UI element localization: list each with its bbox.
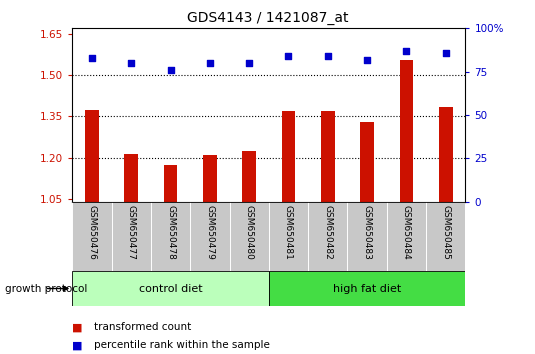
Text: transformed count: transformed count	[94, 322, 191, 332]
Bar	[400, 60, 414, 202]
Text: control diet: control diet	[139, 284, 202, 293]
Text: GSM650485: GSM650485	[441, 205, 450, 260]
Text: GSM650484: GSM650484	[402, 205, 411, 260]
Text: ■: ■	[72, 322, 83, 332]
Bar	[72, 271, 269, 306]
Point	[284, 53, 293, 59]
Text: GSM650476: GSM650476	[87, 205, 96, 260]
Bar	[439, 107, 453, 202]
Point	[88, 55, 96, 61]
Text: GSM650478: GSM650478	[166, 205, 175, 260]
Bar	[242, 151, 256, 202]
Text: percentile rank within the sample: percentile rank within the sample	[94, 340, 270, 350]
Text: GSM650479: GSM650479	[205, 205, 215, 260]
Bar	[360, 122, 374, 202]
Bar	[203, 155, 217, 202]
Point	[166, 67, 175, 73]
Text: GSM650477: GSM650477	[127, 205, 136, 260]
Point	[441, 50, 450, 56]
Point	[127, 60, 135, 66]
Text: GSM650482: GSM650482	[323, 205, 332, 260]
Text: GDS4143 / 1421087_at: GDS4143 / 1421087_at	[187, 11, 348, 25]
Bar	[321, 111, 335, 202]
Text: GSM650480: GSM650480	[244, 205, 254, 260]
Text: ■: ■	[72, 340, 83, 350]
Text: GSM650483: GSM650483	[363, 205, 372, 260]
Point	[324, 53, 332, 59]
Point	[245, 60, 254, 66]
Bar	[85, 109, 99, 202]
Text: GSM650481: GSM650481	[284, 205, 293, 260]
Text: growth protocol: growth protocol	[5, 284, 88, 293]
Text: high fat diet: high fat diet	[333, 284, 401, 293]
Bar	[164, 165, 178, 202]
Point	[205, 60, 214, 66]
Bar	[124, 154, 138, 202]
Point	[363, 57, 371, 62]
Bar	[269, 271, 465, 306]
Point	[402, 48, 411, 54]
Bar	[281, 111, 295, 202]
